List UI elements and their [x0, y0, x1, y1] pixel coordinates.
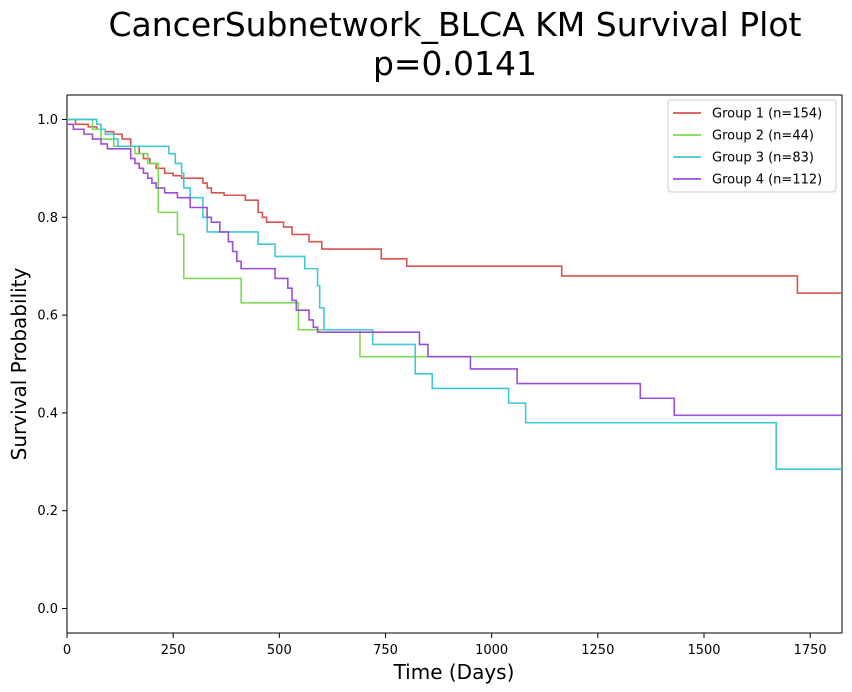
chart-title: CancerSubnetwork_BLCA KM Survival Plot	[109, 5, 802, 44]
legend: Group 1 (n=154) Group 2 (n=44) Group 3 (n=…	[667, 99, 837, 193]
x-tick-label: 1000	[475, 643, 508, 658]
x-tick-label: 500	[267, 643, 292, 658]
series-line-group-1	[67, 118, 842, 294]
legend-label-group-4: Group 4 (n=112)	[712, 173, 822, 188]
x-tick-label: 0	[63, 643, 71, 658]
y-tick-label: 0.8	[37, 211, 58, 226]
y-axis-label: Survival Probability	[7, 267, 31, 460]
y-tick-label: 0.0	[37, 602, 58, 617]
x-tick-label: 1500	[687, 643, 720, 658]
chart-subtitle: p=0.0141	[373, 44, 537, 83]
series-line-group-4	[67, 123, 842, 417]
x-axis: 0 250 500 750 1000 1250 1500 1750	[63, 633, 827, 658]
x-tick-label: 250	[161, 643, 186, 658]
y-tick-label: 0.4	[37, 406, 58, 421]
y-tick-label: 1.0	[37, 113, 58, 128]
x-tick-label: 1250	[581, 643, 614, 658]
x-tick-label: 750	[373, 643, 398, 658]
x-axis-label: Time (Days)	[393, 660, 515, 684]
legend-box	[667, 99, 837, 193]
series-layer	[67, 118, 842, 470]
y-tick-label: 0.2	[37, 504, 58, 519]
legend-label-group-2: Group 2 (n=44)	[712, 129, 814, 144]
y-axis: 0.0 0.2 0.4 0.6 0.8 1.0	[37, 113, 67, 617]
x-tick-label: 1750	[794, 643, 827, 658]
y-tick-label: 0.6	[37, 309, 58, 324]
legend-label-group-1: Group 1 (n=154)	[712, 107, 822, 122]
legend-label-group-3: Group 3 (n=83)	[712, 151, 814, 166]
